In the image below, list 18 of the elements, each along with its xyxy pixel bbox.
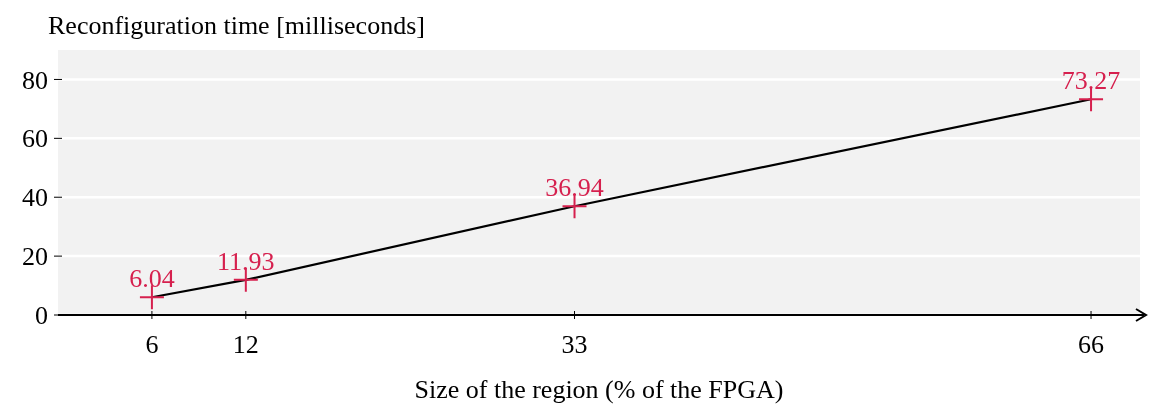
data-label: 36.94 [545,173,604,203]
y-tick-label: 80 [22,65,48,95]
x-tick-label: 33 [561,330,588,359]
y-tick-label: 20 [22,242,48,272]
point [139,285,164,310]
data-label: 11.93 [217,246,275,276]
point [1079,87,1104,112]
data-label: 6.04 [129,264,175,294]
data-label: 73.27 [1061,66,1121,96]
y-tick-label: 60 [22,124,48,154]
y-tick-label: 0 [35,301,48,331]
x-axis-title: Size of the region (% of the FPGA) [414,375,784,404]
point [562,194,587,219]
x-tick-label: 6 [145,330,159,359]
y-axis-title: Reconfiguration time [milliseconds] [48,11,425,40]
x-tick-label: 66 [1078,330,1105,359]
x-tick-label: 12 [232,330,259,359]
y-tick-label: 40 [22,183,48,213]
